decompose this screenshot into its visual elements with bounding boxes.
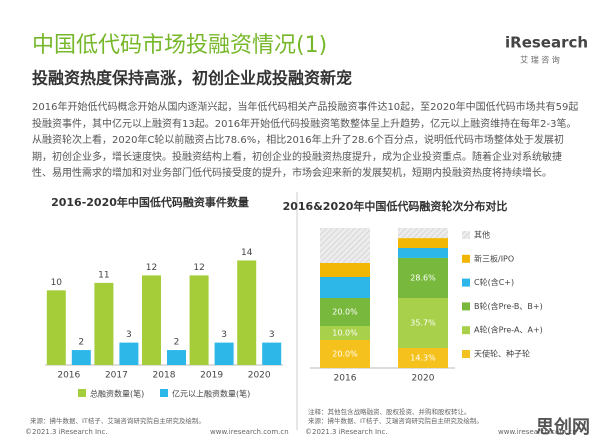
x-tick-label: 2018 [153,371,176,381]
legend-swatch [462,254,470,263]
x-tick-label: 2019 [200,371,223,381]
body-text: 2016年开始低代码概念开始从国内逐渐兴起，当年低代码相关产品投融资事件达10起… [32,102,579,179]
legend-label: 其他 [474,230,490,240]
logo-sub: 艾 瑞 咨 询 [520,55,560,65]
bar [94,282,114,365]
bar [46,290,66,365]
chart-title: 2016&2020年中国低代码融资轮次分布对比 [283,199,508,213]
bar-segment [398,298,448,348]
legend-swatch [78,389,86,397]
legend-swatch [462,326,470,335]
value-label: 35.7% [410,318,436,327]
bar-segment [320,340,370,368]
subtitle: 投融资热度保持高涨，初创企业成投融资新宠 [32,69,352,88]
bar [262,342,282,365]
bar-segment [398,238,448,249]
legend-label: 总融资数量(笔) [90,389,144,399]
value-label: 3 [126,330,132,340]
legend-swatch [462,350,470,358]
value-label: 10.0% [332,329,358,338]
legend-swatch [462,302,470,311]
value-label: 3 [221,330,227,340]
legend-label: C轮(含C+) [474,277,514,287]
bar [237,260,257,365]
x-tick-label: 2020 [412,374,435,384]
value-label: 12 [193,263,204,273]
legend-label: B轮(含Pre-B、B+) [474,301,543,311]
bar-segment [398,228,448,239]
value-label: 11 [98,270,109,280]
watermark: 思创网 [536,416,590,438]
footer-url: www.iresearch.com.cn [498,428,577,436]
bar-segment [320,277,370,298]
legend-label: 亿元以上融资数量(笔) [172,389,250,399]
bar [71,350,91,365]
legend-swatch [462,278,470,287]
legend-label: A轮(含Pre-A、A+) [474,325,543,335]
value-label: 20.0% [332,308,358,317]
x-tick-label: 2017 [105,371,128,381]
legend-label: 新三板/IPO [474,253,514,263]
value-label: 28.6% [410,273,436,282]
bar-segment [320,326,370,340]
logo: iResearch [505,34,588,52]
note: 注释：其他包含战略融资、股权投资、并购和股权转让。 [308,407,471,416]
bar [119,342,139,365]
bar-segment [398,248,448,258]
bar-segment [320,263,370,277]
bar [214,342,234,365]
value-label: 10 [51,278,63,288]
footer: ©2021.3 iResearch Inc. [25,428,108,436]
x-tick-label: 2020 [248,371,271,381]
x-tick-label: 2016 [57,371,80,381]
value-label: 12 [146,263,157,273]
x-tick-label: 2016 [334,374,357,384]
bar-segment [320,298,370,326]
source: 来源：拂牛数据、IT桔子、艾瑞咨询研究院自主研究及绘制。 [308,416,483,425]
bar-segment [398,347,448,368]
bar [189,275,209,365]
bar [167,350,186,365]
legend-swatch [160,389,168,397]
bar [142,275,161,365]
value-label: 14.3% [410,353,436,362]
value-label: 2 [78,338,84,348]
footer-url: www.iresearch.com.cn [210,428,289,436]
bar-segment [398,257,448,298]
footer: ©2021.3 iResearch Inc. [305,428,388,436]
bar-segment [320,228,370,263]
value-label: 20.0% [332,350,358,359]
title: 中国低代码市场投融资情况(1) [32,33,327,58]
legend-swatch [462,231,470,239]
chart-title: 2016-2020年中国低代码融资事件数量 [51,195,249,209]
legend-label: 天使轮、种子轮 [474,349,530,359]
source: 来源：拂牛数据、IT桔子、艾瑞咨询研究院自主研究及绘制。 [30,416,205,425]
value-label: 14 [241,248,253,258]
value-label: 2 [174,338,180,348]
value-label: 3 [269,330,275,340]
